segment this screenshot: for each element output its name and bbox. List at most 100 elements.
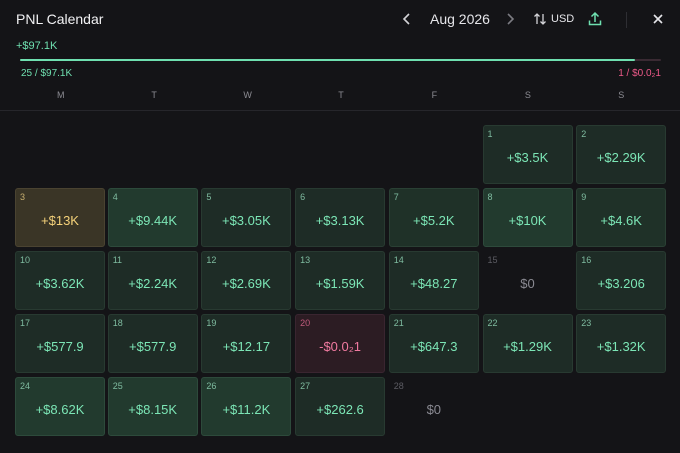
weekday-label: T — [151, 90, 157, 100]
day-number: 12 — [206, 255, 217, 265]
chevron-left-icon — [402, 13, 410, 25]
calendar-day-cell[interactable]: 25 +$8.15K — [107, 377, 198, 436]
day-number: 17 — [20, 318, 31, 328]
calendar-day-cell[interactable]: 15 $0 — [483, 251, 573, 310]
day-pnl-value: +$3.62K — [35, 276, 85, 291]
swap-vertical-icon — [534, 13, 546, 25]
calendar-day-cell[interactable]: 8 +$10K — [482, 188, 573, 247]
day-pnl-value: +$13K — [41, 213, 79, 228]
share-icon — [588, 11, 602, 26]
day-pnl-value: +$3.206 — [597, 276, 645, 291]
day-number: 11 — [112, 255, 123, 265]
day-pnl-value: +$577.9 — [36, 339, 84, 354]
day-pnl-value: +$8.62K — [35, 402, 85, 417]
day-number: 19 — [206, 318, 217, 328]
close-icon — [653, 14, 663, 24]
calendar-day-cell[interactable]: 27 +$262.6 — [295, 377, 386, 436]
day-pnl-value: +$3.05K — [221, 213, 271, 228]
win-loss-bar-fill — [20, 59, 636, 61]
day-pnl-value: +$1.59K — [315, 276, 365, 291]
calendar-day-cell[interactable]: 11 +$2.24K — [107, 251, 198, 310]
day-number: 4 — [112, 192, 118, 202]
calendar-day-cell[interactable]: 13 +$1.59K — [295, 251, 386, 310]
calendar-day-cell[interactable]: 6 +$3.13K — [295, 188, 386, 247]
day-number: 26 — [206, 381, 217, 391]
calendar-day-cell[interactable]: 16 +$3.206 — [576, 251, 667, 310]
day-pnl-value: +$2.24K — [128, 276, 178, 291]
day-number: 23 — [581, 318, 592, 328]
calendar-day-cell[interactable]: 7 +$5.2K — [388, 188, 479, 247]
day-pnl-value: +$5.2K — [413, 213, 455, 228]
currency-toggle[interactable]: USD — [533, 10, 574, 28]
losing-days-summary: 1 / $0.0₂1 — [618, 68, 661, 79]
day-number: 2 — [581, 129, 587, 139]
calendar-day-cell[interactable]: 18 +$577.9 — [107, 314, 198, 373]
day-pnl-value: +$1.32K — [596, 339, 646, 354]
currency-label: USD — [551, 13, 575, 25]
day-pnl-value: $0 — [426, 402, 442, 417]
day-number: 10 — [20, 255, 31, 265]
day-number: 13 — [300, 255, 311, 265]
current-month: Aug 2026 — [430, 11, 490, 27]
calendar-day-cell[interactable]: 21 +$647.3 — [388, 314, 479, 373]
header-divider — [626, 12, 627, 28]
header-separator — [0, 110, 680, 111]
calendar-day-cell[interactable]: 26 +$11.2K — [201, 377, 292, 436]
day-pnl-value: +$2.69K — [221, 276, 271, 291]
day-number: 20 — [300, 318, 311, 328]
day-number: 6 — [300, 192, 306, 202]
weekday-label: F — [431, 90, 438, 100]
calendar-day-cell[interactable]: 23 +$1.32K — [576, 314, 667, 373]
weekday-label: S — [524, 90, 531, 100]
calendar-day-cell[interactable]: 17 +$577.9 — [15, 314, 105, 373]
calendar-day-cell[interactable]: 2 +$2.29K — [576, 125, 667, 184]
calendar-day-cell[interactable]: 10 +$3.62K — [15, 251, 105, 310]
day-number: 7 — [393, 192, 399, 202]
day-pnl-value: +$1.29K — [503, 339, 552, 354]
calendar-day-cell[interactable]: 19 +$12.17 — [201, 314, 292, 373]
close-button[interactable] — [649, 10, 667, 28]
calendar-day-cell[interactable]: 24 +$8.62K — [15, 377, 105, 436]
day-number: 25 — [112, 381, 123, 391]
day-number: 27 — [300, 381, 311, 391]
day-pnl-value: +$4.6K — [600, 213, 642, 228]
day-pnl-value: +$577.9 — [129, 339, 177, 354]
day-number: 5 — [206, 192, 212, 202]
day-pnl-value: +$2.29K — [596, 150, 646, 165]
day-pnl-value: -$0.0₂1 — [319, 339, 362, 354]
modal-title: PNL Calendar — [16, 11, 104, 27]
export-button[interactable] — [586, 10, 604, 28]
day-pnl-value: +$3.13K — [315, 213, 365, 228]
day-pnl-value: +$12.17 — [222, 339, 271, 354]
calendar-day-cell[interactable]: 3 +$13K — [15, 188, 105, 247]
day-number: 22 — [487, 318, 498, 328]
weekday-label: W — [243, 90, 252, 100]
calendar-day-cell[interactable]: 20 -$0.0₂1 — [295, 314, 386, 373]
day-number: 8 — [487, 192, 493, 202]
calendar-day-cell[interactable]: 5 +$3.05K — [201, 188, 292, 247]
day-pnl-value: +$9.44K — [128, 213, 178, 228]
calendar-day-cell[interactable]: 22 +$1.29K — [482, 314, 573, 373]
winning-days-summary: 25 / $97.1K — [21, 68, 73, 79]
day-number: 14 — [393, 255, 404, 265]
day-number: 28 — [393, 381, 404, 391]
day-number: 1 — [487, 129, 493, 139]
day-pnl-value: +$8.15K — [128, 402, 178, 417]
day-pnl-value: +$10K — [508, 213, 547, 228]
day-pnl-value: +$262.6 — [316, 402, 364, 417]
day-pnl-value: +$48.27 — [410, 276, 458, 291]
modal-header: PNL Calendar Aug 2026 USD — [0, 0, 680, 40]
day-number: 9 — [581, 192, 587, 202]
calendar-day-cell[interactable]: 14 +$48.27 — [388, 251, 479, 310]
calendar-day-cell[interactable]: 28 $0 — [389, 377, 479, 436]
calendar-day-cell[interactable]: 9 +$4.6K — [576, 188, 667, 247]
calendar-day-cell[interactable]: 1 +$3.5K — [482, 125, 573, 184]
calendar-day-cell[interactable]: 12 +$2.69K — [201, 251, 292, 310]
day-pnl-value: +$3.5K — [506, 150, 549, 165]
weekday-label: T — [338, 90, 344, 100]
next-month-button[interactable] — [502, 11, 518, 27]
calendar-day-cell[interactable]: 4 +$9.44K — [107, 188, 198, 247]
previous-month-button[interactable] — [399, 11, 415, 27]
day-number: 16 — [581, 255, 592, 265]
